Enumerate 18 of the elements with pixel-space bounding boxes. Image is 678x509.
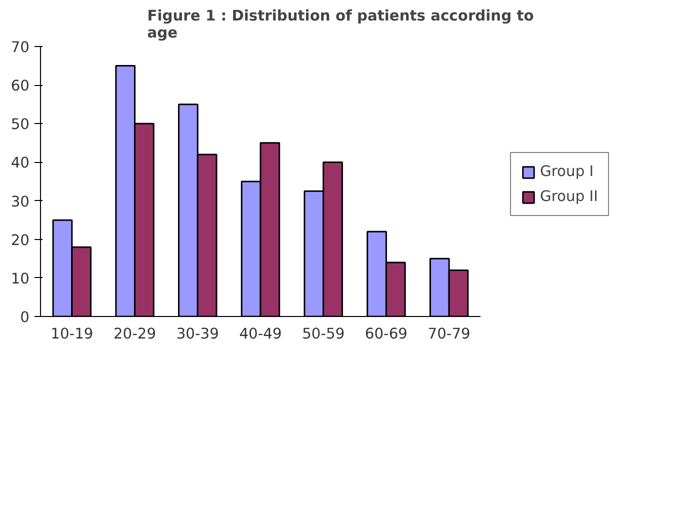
- x-tick-label: 70-79: [428, 326, 470, 342]
- y-tick-label: 70: [10, 39, 30, 56]
- y-tick-label: 30: [10, 193, 30, 210]
- x-tick-label: 20-29: [113, 326, 156, 342]
- chart-title: Figure 1 : Distribution of patients according to age: [147, 8, 534, 42]
- x-tick-label: 30-39: [176, 326, 219, 342]
- y-tick-label: 0: [20, 309, 30, 326]
- y-tick-label: 60: [10, 78, 30, 95]
- y-tick-label: 20: [10, 232, 30, 249]
- y-tick-label: 50: [10, 116, 30, 134]
- x-tick-label: 10-19: [50, 326, 94, 342]
- legend-label: Group I: [540, 163, 594, 180]
- y-tick-label: 40: [10, 154, 30, 172]
- legend-label: Group II: [540, 188, 598, 205]
- y-tick-label: 10: [10, 270, 30, 288]
- x-tick-label: 40-49: [239, 326, 282, 342]
- x-tick-label: 60-69: [364, 326, 408, 342]
- x-tick-label: 50-59: [302, 326, 345, 342]
